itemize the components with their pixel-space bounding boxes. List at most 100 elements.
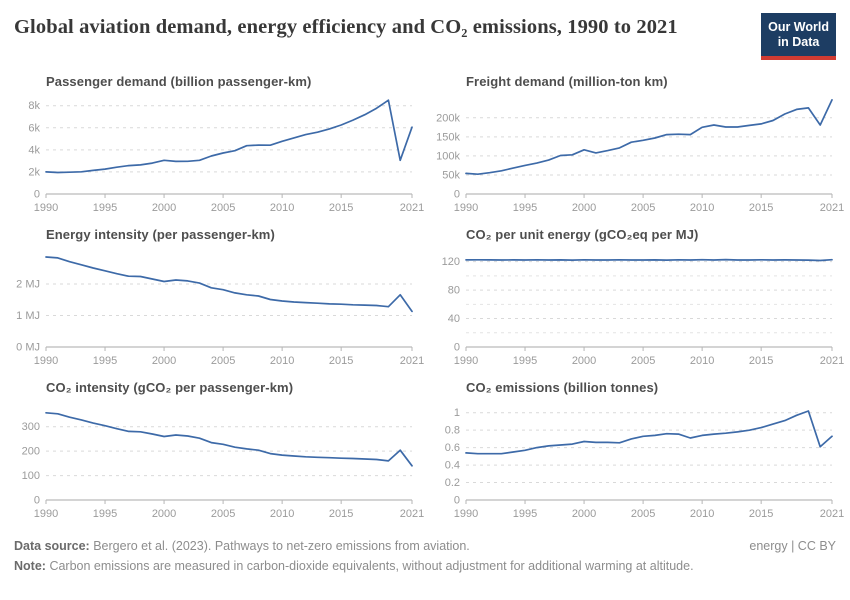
svg-text:0 MJ: 0 MJ <box>16 342 40 354</box>
svg-text:0: 0 <box>454 189 460 201</box>
svg-text:2000: 2000 <box>152 202 176 214</box>
chart-energy-intensity: Energy intensity (per passenger-km) 0 MJ… <box>14 227 424 371</box>
owid-logo[interactable]: Our World in Data <box>761 13 836 60</box>
chart-title-co2-per-unit-energy: CO₂ per unit energy (gCO₂eq per MJ) <box>466 227 699 242</box>
svg-text:2005: 2005 <box>631 202 655 214</box>
chart-passenger-demand: Passenger demand (billion passenger-km) … <box>14 74 424 218</box>
license-link[interactable]: energy | CC BY <box>749 539 836 553</box>
svg-text:100: 100 <box>22 470 40 482</box>
svg-text:150k: 150k <box>436 131 460 143</box>
svg-text:2015: 2015 <box>749 355 773 367</box>
svg-text:2000: 2000 <box>152 355 176 367</box>
svg-text:0.6: 0.6 <box>445 442 460 454</box>
svg-text:300: 300 <box>22 421 40 433</box>
svg-text:0: 0 <box>454 495 460 507</box>
svg-text:2000: 2000 <box>572 202 596 214</box>
svg-text:0.2: 0.2 <box>445 477 460 489</box>
chart-title-energy-intensity: Energy intensity (per passenger-km) <box>46 227 275 242</box>
svg-text:1990: 1990 <box>34 508 58 520</box>
svg-text:1: 1 <box>454 407 460 419</box>
passenger-demand-plot: 0 2k 4k 6k 8k 1990 1995 2000 2005 2010 2015 2021 <box>28 99 424 214</box>
svg-text:2021: 2021 <box>820 355 844 367</box>
svg-text:200: 200 <box>22 446 40 458</box>
svg-text:50k: 50k <box>442 169 460 181</box>
header: Global aviation demand, energy efficienc… <box>14 12 836 60</box>
footer-source-row: Data source: Bergero et al. (2023). Path… <box>14 536 836 556</box>
svg-text:1990: 1990 <box>34 202 58 214</box>
chart-title-freight-demand: Freight demand (million-ton km) <box>466 74 668 89</box>
footer-note-label: Note: <box>14 559 46 573</box>
owid-logo-line2: in Data <box>777 35 820 49</box>
svg-text:1995: 1995 <box>93 508 117 520</box>
svg-text:0.4: 0.4 <box>445 460 460 472</box>
svg-text:2010: 2010 <box>690 355 714 367</box>
svg-text:2015: 2015 <box>329 355 353 367</box>
footer-source: Data source: Bergero et al. (2023). Path… <box>14 536 470 556</box>
footer-source-text: Bergero et al. (2023). Pathways to net-z… <box>93 539 470 553</box>
svg-text:2021: 2021 <box>400 202 424 214</box>
chart-title-co2-intensity: CO₂ intensity (gCO₂ per passenger-km) <box>46 380 294 395</box>
svg-text:2010: 2010 <box>690 508 714 520</box>
co2-emissions-plot: 0 0.2 0.4 0.6 0.8 1 1990 1995 2000 2005 2010 2015 20… <box>445 407 845 520</box>
freight-demand-plot: 0 50k 100k 150k 200k 1990 1995 2000 2005 2010 2015… <box>436 99 844 214</box>
footer-source-label: Data source: <box>14 539 90 553</box>
svg-text:2015: 2015 <box>749 202 773 214</box>
energy-intensity-plot: 0 MJ 1 MJ 2 MJ 1990 1995 2000 2005 2010 2015 2021 <box>16 256 424 367</box>
svg-text:2021: 2021 <box>820 508 844 520</box>
svg-text:1995: 1995 <box>513 355 537 367</box>
svg-text:2k: 2k <box>28 166 40 178</box>
svg-text:120: 120 <box>442 256 460 268</box>
svg-text:2021: 2021 <box>820 202 844 214</box>
svg-text:1995: 1995 <box>93 355 117 367</box>
svg-text:2005: 2005 <box>211 355 235 367</box>
svg-text:2000: 2000 <box>572 508 596 520</box>
chart-freight-demand: Freight demand (million-ton km) 0 50k 100k… <box>434 74 844 218</box>
svg-text:2021: 2021 <box>400 355 424 367</box>
owid-chart-page: Global aviation demand, energy efficienc… <box>14 12 845 576</box>
svg-text:2010: 2010 <box>270 355 294 367</box>
svg-text:2005: 2005 <box>211 508 235 520</box>
svg-text:1995: 1995 <box>513 202 537 214</box>
svg-text:4k: 4k <box>28 144 40 156</box>
svg-text:0: 0 <box>34 189 40 201</box>
chart-co2-emissions: CO₂ emissions (billion tonnes) 0 0.2 0.4 0.… <box>434 380 845 524</box>
svg-text:2015: 2015 <box>329 508 353 520</box>
svg-text:80: 80 <box>448 285 460 297</box>
svg-text:0: 0 <box>34 495 40 507</box>
svg-text:1990: 1990 <box>34 355 58 367</box>
svg-text:0: 0 <box>454 342 460 354</box>
svg-text:2000: 2000 <box>152 508 176 520</box>
svg-text:2 MJ: 2 MJ <box>16 279 40 291</box>
chart-title-co2-emissions: CO₂ emissions (billion tonnes) <box>466 380 659 395</box>
svg-text:1 MJ: 1 MJ <box>16 310 40 322</box>
svg-text:2010: 2010 <box>690 202 714 214</box>
footer-note-row: Note: Carbon emissions are measured in c… <box>14 556 836 576</box>
svg-text:1990: 1990 <box>454 508 478 520</box>
svg-text:2005: 2005 <box>631 508 655 520</box>
co2-intensity-plot: 0 100 200 300 1990 1995 2000 2005 2010 2015 2021 <box>22 411 424 520</box>
svg-text:1990: 1990 <box>454 202 478 214</box>
svg-text:40: 40 <box>448 313 460 325</box>
svg-text:2021: 2021 <box>400 508 424 520</box>
co2-per-unit-energy-plot: 0 40 80 120 1990 1995 2000 2005 2010 2015 2021 <box>442 256 845 367</box>
svg-text:100k: 100k <box>436 150 460 162</box>
footer-license: energy | CC BY <box>749 536 836 556</box>
svg-text:6k: 6k <box>28 122 40 134</box>
svg-text:2000: 2000 <box>572 355 596 367</box>
svg-text:200k: 200k <box>436 112 460 124</box>
svg-text:1995: 1995 <box>93 202 117 214</box>
svg-text:2010: 2010 <box>270 202 294 214</box>
footer-note-text: Carbon emissions are measured in carbon-… <box>49 559 694 573</box>
chart-co2-per-unit-energy: CO₂ per unit energy (gCO₂eq per MJ) 0 40 8… <box>434 227 845 371</box>
svg-text:2015: 2015 <box>329 202 353 214</box>
svg-text:1990: 1990 <box>454 355 478 367</box>
svg-text:0.8: 0.8 <box>445 425 460 437</box>
page-title: Global aviation demand, energy efficienc… <box>14 16 678 38</box>
svg-text:2005: 2005 <box>211 202 235 214</box>
svg-text:8k: 8k <box>28 100 40 112</box>
chart-title-passenger-demand: Passenger demand (billion passenger-km) <box>46 74 312 89</box>
svg-text:2005: 2005 <box>631 355 655 367</box>
svg-text:2015: 2015 <box>749 508 773 520</box>
charts-grid: Passenger demand (billion passenger-km) … <box>14 74 845 524</box>
